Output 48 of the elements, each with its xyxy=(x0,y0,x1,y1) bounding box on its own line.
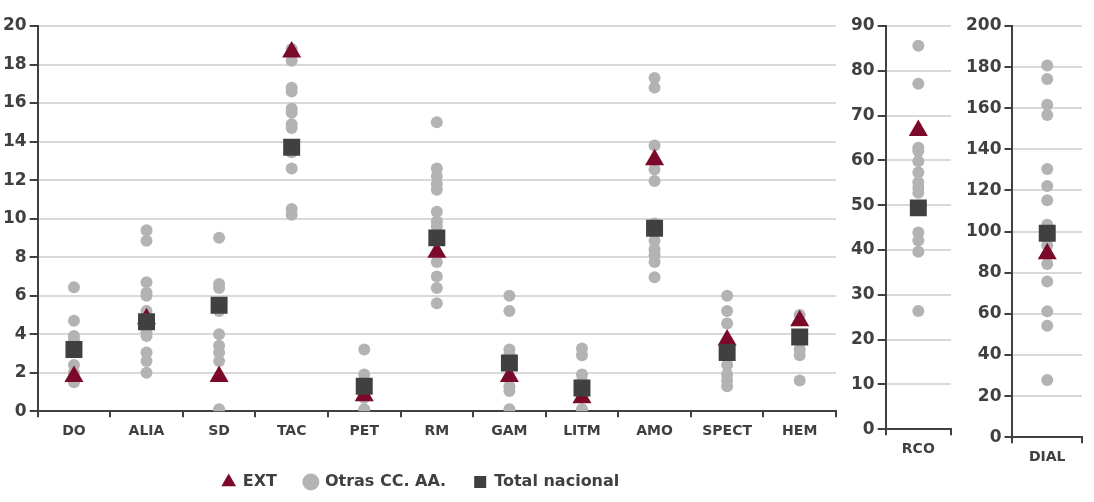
y-tick-label: 80 xyxy=(977,261,1002,282)
y-tick-label: 90 xyxy=(850,14,875,35)
y-tick-label: 8 xyxy=(14,245,27,266)
y-tick-label: 10 xyxy=(850,372,875,393)
y-tick-label: 40 xyxy=(850,238,875,259)
y-tick-label: 70 xyxy=(850,104,875,125)
y-tick-label: 0 xyxy=(14,399,27,420)
y-tick-label: 160 xyxy=(965,96,1002,117)
y-tick-label: 16 xyxy=(2,91,27,112)
y-tick-label: 20 xyxy=(977,384,1002,405)
y-tick-label: 30 xyxy=(850,283,875,304)
y-tick-label: 60 xyxy=(850,148,875,169)
y-tick-label: 180 xyxy=(965,55,1002,76)
y-tick-label: 80 xyxy=(850,59,875,80)
x-tick-label: TAC xyxy=(276,422,307,439)
y-tick-label: 40 xyxy=(977,343,1002,364)
y-tick-label: 60 xyxy=(977,302,1002,323)
x-tick-label: HEM xyxy=(782,422,818,439)
y-tick-label: 12 xyxy=(2,168,27,189)
y-tick-label: 200 xyxy=(965,14,1002,35)
legend-label: EXT xyxy=(242,471,277,491)
x-tick-label: GAM xyxy=(491,422,528,439)
y-tick-label: 0 xyxy=(989,425,1002,446)
x-tick-label: LITM xyxy=(563,422,601,439)
y-tick-label: 140 xyxy=(965,137,1002,158)
x-tick-label: DO xyxy=(62,422,86,439)
x-tick-label: PET xyxy=(349,422,380,439)
x-tick-label: SD xyxy=(208,422,230,439)
x-tick-label: SPECT xyxy=(702,422,753,439)
legend-label: Total nacional xyxy=(494,471,620,491)
legend-label: Otras CC. AA. xyxy=(324,471,447,491)
y-tick-label: 120 xyxy=(965,178,1002,199)
y-tick-label: 2 xyxy=(14,361,27,382)
x-tick-label: RM xyxy=(424,422,450,439)
y-tick-label: 10 xyxy=(2,207,27,228)
y-tick-label: 6 xyxy=(14,284,27,305)
x-tick-label: ALIA xyxy=(128,422,165,439)
y-tick-label: 100 xyxy=(965,220,1002,241)
x-tick-label: AMO xyxy=(636,422,673,439)
y-tick-label: 14 xyxy=(2,129,27,150)
x-tick-label: RCO xyxy=(901,440,935,457)
y-tick-label: 4 xyxy=(14,322,27,343)
y-tick-label: 20 xyxy=(850,328,875,349)
y-tick-label: 20 xyxy=(2,14,27,35)
x-tick-label: DIAL xyxy=(1028,448,1066,465)
y-tick-label: 18 xyxy=(2,52,27,73)
y-tick-label: 50 xyxy=(850,193,875,214)
y-tick-label: 0 xyxy=(862,417,875,438)
